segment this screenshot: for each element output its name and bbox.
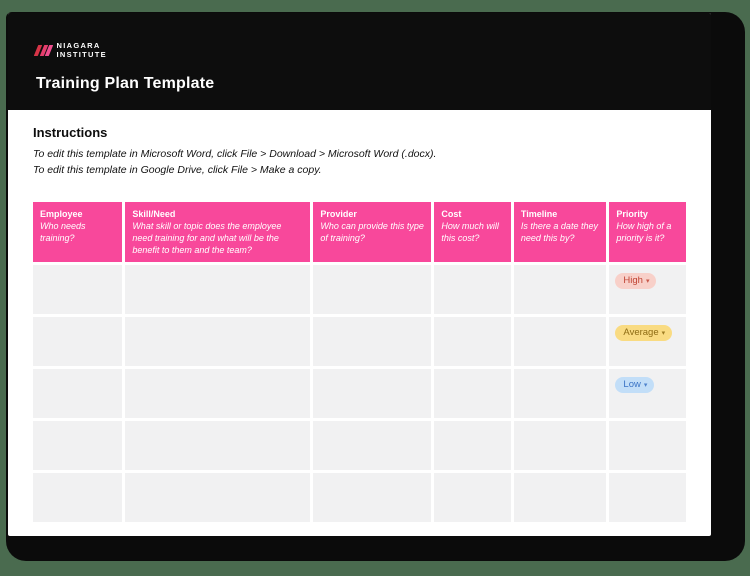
cell-priority[interactable] [609, 421, 686, 471]
cell-employee[interactable] [33, 317, 123, 367]
cell-skill-need[interactable] [125, 421, 311, 471]
cell-priority[interactable]: High ▾ [609, 265, 686, 315]
column-header-skill-need: Skill/Need What skill or topic does the … [125, 201, 311, 263]
cell-cost[interactable] [434, 421, 511, 471]
document-header: NIAGARA INSTITUTE Training Plan Template [8, 13, 711, 110]
cell-skill-need[interactable] [125, 317, 311, 367]
page-title: Training Plan Template [36, 74, 215, 92]
chevron-down-icon: ▾ [645, 278, 650, 286]
cell-timeline[interactable] [513, 473, 607, 523]
instructions-text: To edit this template in Microsoft Word,… [33, 147, 686, 179]
logo-slashes-icon [33, 44, 53, 56]
cell-cost[interactable] [434, 369, 511, 419]
cell-priority[interactable]: Low ▾ [609, 369, 686, 419]
cell-employee[interactable] [33, 369, 123, 419]
cell-employee[interactable] [33, 473, 123, 523]
document-body: Instructions To edit this template in Mi… [8, 125, 711, 525]
cell-provider[interactable] [313, 421, 432, 471]
cell-timeline[interactable] [513, 317, 607, 367]
column-header-timeline: Timeline Is there a date they need this … [513, 201, 607, 263]
priority-dropdown-low[interactable]: Low ▾ [615, 377, 655, 394]
priority-dropdown-average[interactable]: Average ▾ [615, 325, 673, 342]
table-row: High ▾ [33, 265, 686, 315]
instructions-line-2: To edit this template in Google Drive, c… [33, 163, 322, 176]
cell-cost[interactable] [434, 473, 511, 523]
column-header-cost: Cost How much will this cost? [434, 201, 511, 263]
training-plan-table: Employee Who needs training? Skill/Need … [30, 199, 689, 526]
column-header-employee: Employee Who needs training? [33, 201, 123, 263]
cell-provider[interactable] [313, 473, 432, 523]
column-header-priority: Priority How high of a priority is it? [609, 201, 686, 263]
instructions-line-1: To edit this template in Microsoft Word,… [33, 148, 437, 160]
cell-skill-need[interactable] [125, 265, 311, 315]
table-row: Low ▾ [33, 369, 686, 419]
priority-dropdown-high[interactable]: High ▾ [615, 273, 657, 290]
template-card: NIAGARA INSTITUTE Training Plan Template… [8, 13, 711, 536]
cell-skill-need[interactable] [125, 369, 311, 419]
cell-provider[interactable] [313, 369, 432, 419]
column-header-provider: Provider Who can provide this type of tr… [313, 201, 432, 263]
table-header-row: Employee Who needs training? Skill/Need … [33, 201, 686, 263]
cell-employee[interactable] [33, 421, 123, 471]
cell-skill-need[interactable] [125, 473, 311, 523]
logo-text: NIAGARA INSTITUTE [57, 41, 107, 60]
cell-cost[interactable] [434, 265, 511, 315]
cell-priority[interactable]: Average ▾ [609, 317, 686, 367]
cell-provider[interactable] [313, 265, 432, 315]
table-row [33, 473, 686, 523]
logo-line1: NIAGARA [56, 41, 101, 50]
chevron-down-icon: ▾ [661, 330, 666, 338]
logo-line2: INSTITUTE [56, 50, 107, 60]
cell-timeline[interactable] [513, 369, 607, 419]
table-row [33, 421, 686, 471]
chevron-down-icon: ▾ [643, 382, 648, 390]
cell-timeline[interactable] [513, 265, 607, 315]
cell-timeline[interactable] [513, 421, 607, 471]
niagara-institute-logo: NIAGARA INSTITUTE [33, 41, 711, 60]
cell-cost[interactable] [434, 317, 511, 367]
cell-provider[interactable] [313, 317, 432, 367]
table-row: Average ▾ [33, 317, 686, 367]
cell-employee[interactable] [33, 265, 123, 315]
cell-priority[interactable] [609, 473, 686, 523]
instructions-heading: Instructions [33, 125, 108, 140]
